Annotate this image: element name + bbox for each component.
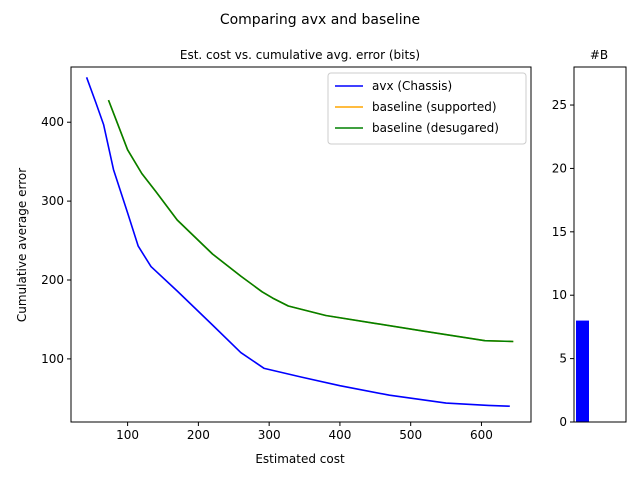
- main-plot-area: 100 200 300 400 500 600 100 200 300 400 avx (Chass…: [41, 66, 532, 442]
- side-y-tick-label: 5: [559, 352, 567, 366]
- series-line-3: [107, 99, 514, 343]
- main-chart-title: Est. cost vs. cumulative avg. error (bit…: [180, 48, 420, 62]
- y-tick-label: 100: [41, 352, 64, 366]
- y-tick-label: 400: [41, 115, 64, 129]
- y-tick-label: 200: [41, 273, 64, 287]
- legend-label: avx (Chassis): [372, 79, 452, 93]
- side-bar-1: [576, 320, 589, 422]
- main-y-axis-label: Cumulative average error: [15, 168, 29, 322]
- side-y-tick-label: 20: [552, 161, 567, 175]
- series-line-1: [85, 77, 510, 407]
- x-tick-label: 600: [470, 428, 493, 442]
- side-y-tick-label: 10: [552, 288, 567, 302]
- side-plot-area: 0 5 10 15 20 25: [552, 66, 627, 429]
- side-chart-title: #B: [590, 48, 608, 62]
- side-axes-frame: [573, 66, 627, 423]
- legend-label: baseline (desugared): [372, 121, 499, 135]
- side-y-tick-label: 0: [559, 415, 567, 429]
- x-tick-label: 500: [399, 428, 422, 442]
- figure-suptitle: Comparing avx and baseline: [220, 12, 420, 28]
- side-bar-chart: #B 0 5 10 15 20 25: [552, 48, 627, 429]
- legend-label: baseline (supported): [372, 100, 497, 114]
- main-axes-frame: [70, 66, 532, 423]
- x-tick-label: 300: [258, 428, 281, 442]
- side-y-tick-label: 25: [552, 98, 567, 112]
- x-tick-label: 200: [187, 428, 210, 442]
- legend-box: [327, 72, 527, 145]
- x-tick-label: 100: [116, 428, 139, 442]
- x-tick-label: 400: [328, 428, 351, 442]
- y-tick-label: 300: [41, 194, 64, 208]
- main-line-chart: Est. cost vs. cumulative avg. error (bit…: [15, 48, 532, 466]
- side-y-tick-label: 15: [552, 225, 567, 239]
- main-x-axis-label: Estimated cost: [255, 452, 345, 466]
